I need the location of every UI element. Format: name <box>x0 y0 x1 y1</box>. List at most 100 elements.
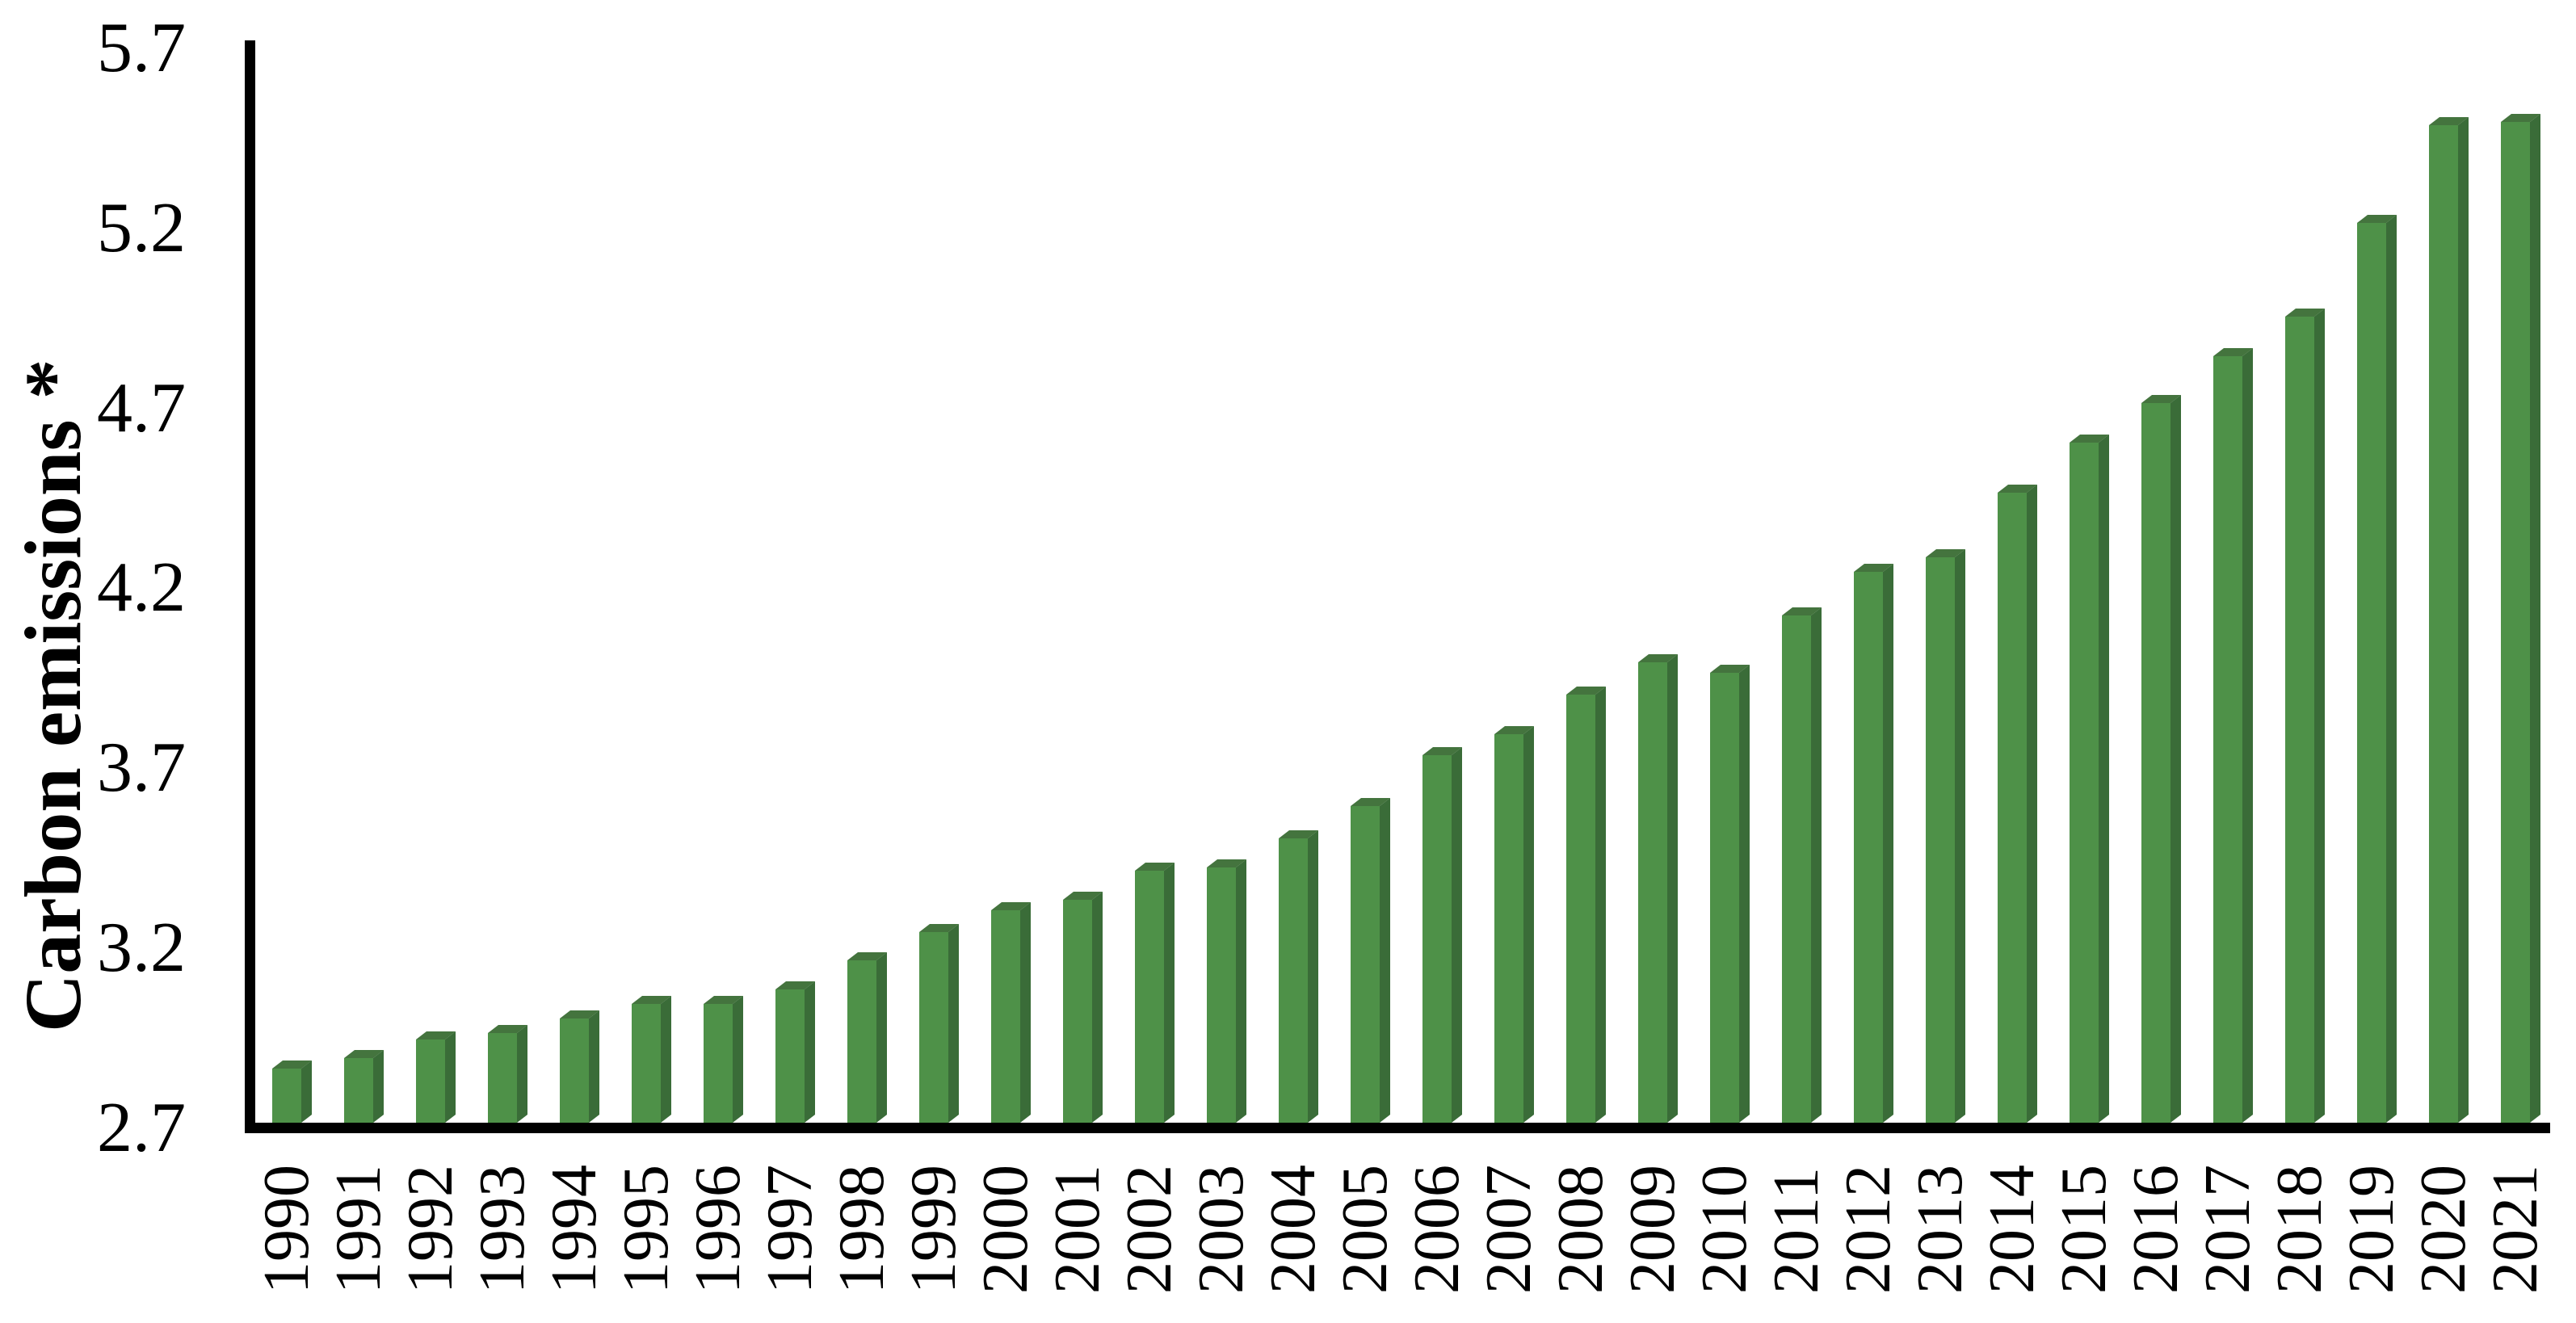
x-tick-label-2015: 2015 <box>2049 1165 2120 1294</box>
bar-side-face <box>1164 862 1175 1123</box>
bar-front-face <box>2357 223 2386 1123</box>
x-tick-label-1991: 1991 <box>323 1165 394 1294</box>
bar-2010 <box>1710 664 1750 1123</box>
x-tick-label-2013: 2013 <box>1905 1165 1976 1294</box>
bar-side-face <box>1739 664 1750 1123</box>
bar-front-face <box>704 1004 733 1123</box>
x-tick-label-2008: 2008 <box>1545 1165 1616 1294</box>
bar-front-face <box>991 910 1020 1123</box>
bar-side-face <box>1667 653 1678 1123</box>
x-tick-label-2000: 2000 <box>970 1165 1041 1294</box>
x-tick-label-2003: 2003 <box>1186 1165 1257 1294</box>
bar-2008 <box>1566 686 1606 1123</box>
bar-2017 <box>2213 347 2253 1123</box>
bar-1998 <box>847 951 887 1123</box>
bar-side-face <box>1308 830 1318 1123</box>
bar-2001 <box>1063 891 1103 1123</box>
bar-2016 <box>2141 394 2181 1123</box>
bar-front-face <box>1710 673 1739 1123</box>
bar-side-face <box>1452 746 1462 1123</box>
x-tick-label-2004: 2004 <box>1258 1165 1329 1294</box>
x-tick-label-1996: 1996 <box>683 1165 754 1294</box>
x-tick-label-2016: 2016 <box>2120 1165 2191 1294</box>
bar-side-face <box>1092 891 1103 1123</box>
bar-front-face <box>2285 317 2314 1123</box>
bar-2014 <box>1998 484 2037 1123</box>
bar-side-face <box>1380 797 1390 1123</box>
y-tick-label-4.2: 4.2 <box>97 548 186 628</box>
bar-front-face <box>2429 125 2458 1123</box>
x-tick-label-1998: 1998 <box>826 1165 897 1294</box>
bar-front-face <box>2213 356 2242 1123</box>
bar-front-face <box>2141 403 2170 1123</box>
bar-side-face <box>1811 607 1822 1123</box>
bar-front-face <box>488 1033 517 1123</box>
x-tick-label-2007: 2007 <box>1473 1165 1544 1294</box>
bar-front-face <box>1998 493 2027 1123</box>
bar-1997 <box>775 981 815 1123</box>
x-tick-label-2020: 2020 <box>2408 1165 2479 1294</box>
x-tick-label-2010: 2010 <box>1689 1165 1760 1294</box>
bar-1990 <box>272 1060 312 1123</box>
bar-1999 <box>919 923 959 1123</box>
bar-front-face <box>1422 755 1452 1123</box>
x-tick-label-2018: 2018 <box>2264 1165 2335 1294</box>
bar-1992 <box>416 1031 456 1123</box>
bar-side-face <box>517 1024 527 1123</box>
bar-side-face <box>1883 563 1893 1123</box>
bar-front-face <box>1279 838 1308 1123</box>
bar-front-face <box>2501 122 2530 1123</box>
bar-2020 <box>2429 116 2469 1123</box>
bar-side-face <box>733 995 743 1123</box>
bar-front-face <box>632 1004 661 1123</box>
bar-front-face <box>1566 695 1595 1123</box>
bar-2012 <box>1854 563 1893 1123</box>
y-tick-label-5.7: 5.7 <box>97 8 186 87</box>
bar-side-face <box>1523 725 1534 1123</box>
bar-side-face <box>1955 548 1965 1123</box>
bar-2015 <box>2070 434 2109 1123</box>
bar-side-face <box>373 1049 384 1123</box>
x-tick-label-2014: 2014 <box>1977 1165 2048 1294</box>
y-tick-label-3.7: 3.7 <box>97 729 186 808</box>
bar-side-face <box>1595 686 1606 1123</box>
bar-2004 <box>1279 830 1318 1123</box>
bar-side-face <box>876 951 887 1123</box>
bar-side-face <box>2530 113 2540 1123</box>
bar-front-face <box>1063 900 1092 1123</box>
bar-side-face <box>661 995 671 1123</box>
bar-side-face <box>948 923 959 1123</box>
bar-front-face <box>1135 871 1164 1123</box>
x-tick-label-1992: 1992 <box>395 1165 466 1294</box>
x-tick-label-1993: 1993 <box>467 1165 538 1294</box>
bar-front-face <box>1207 867 1236 1123</box>
x-tick-label-1994: 1994 <box>539 1165 610 1294</box>
bar-side-face <box>2099 434 2109 1123</box>
bar-1994 <box>560 1010 599 1123</box>
bar-2009 <box>1638 653 1678 1123</box>
bar-front-face <box>1351 806 1380 1123</box>
bar-2007 <box>1494 725 1534 1123</box>
bar-side-face <box>2386 214 2397 1123</box>
bar-2005 <box>1351 797 1390 1123</box>
bar-1995 <box>632 995 671 1123</box>
x-tick-label-2005: 2005 <box>1330 1165 1401 1294</box>
bar-2003 <box>1207 859 1246 1123</box>
bar-2018 <box>2285 308 2325 1123</box>
x-tick-label-2019: 2019 <box>2336 1165 2407 1294</box>
bar-side-face <box>2242 347 2253 1123</box>
x-tick-label-2009: 2009 <box>1617 1165 1688 1294</box>
bar-side-face <box>301 1060 312 1123</box>
x-tick-label-2011: 2011 <box>1761 1166 1832 1294</box>
bar-side-face <box>2314 308 2325 1123</box>
bar-front-face <box>416 1040 445 1123</box>
x-tick-label-2001: 2001 <box>1042 1165 1113 1294</box>
bar-front-face <box>2070 443 2099 1123</box>
x-tick-label-1995: 1995 <box>611 1165 682 1294</box>
y-tick-label-4.7: 4.7 <box>97 368 186 447</box>
bar-front-face <box>272 1069 301 1123</box>
bar-side-face <box>2170 394 2181 1123</box>
bar-front-face <box>1926 557 1955 1123</box>
bar-front-face <box>1782 615 1811 1123</box>
bar-front-face <box>847 960 876 1123</box>
